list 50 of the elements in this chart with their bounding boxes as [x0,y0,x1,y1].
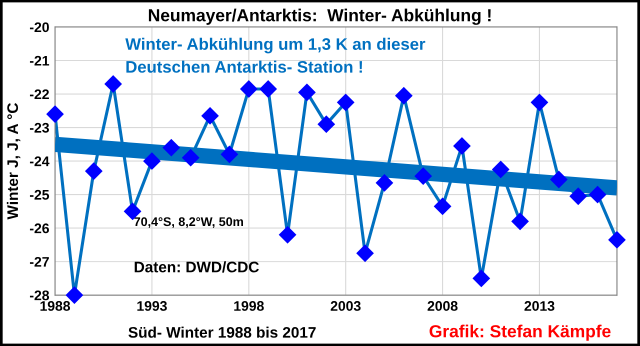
point [570,188,587,205]
x-tick-label: 2003 [330,301,361,311]
point [395,87,412,104]
y-axis-title: Winter J, J, A °C [6,103,20,220]
annotation: 70,4°S, 8,2°W, 50m [134,217,243,228]
y-tick-label: -21 [30,56,50,66]
point [492,160,510,178]
point [453,137,470,155]
point [279,226,296,244]
point [589,186,606,204]
x-axis-title: Süd- Winter 1988 bis 2017 [128,326,316,338]
point [298,84,316,101]
point [512,212,529,230]
point [434,198,452,215]
point [376,174,393,192]
y-tick-label: -27 [30,256,49,267]
point [46,106,64,123]
point [356,244,374,262]
annotation: Daten: DWD/CDC [134,261,259,273]
y-tick-label: -25 [30,190,50,200]
point [472,270,490,287]
point [240,80,258,98]
text: Grafik: Stefan Kämpfe [430,324,611,341]
x-tick-label: 2013 [524,301,554,311]
point [162,139,180,156]
y-tick-label: -24 [30,156,50,166]
point [337,94,354,111]
x-tick-label: 1993 [137,301,167,311]
point [260,80,277,98]
y-tick-label: -22 [30,89,49,100]
point [530,94,548,111]
point [414,168,432,185]
x-tick-label: 1998 [234,301,264,311]
point [550,170,568,188]
chart-title: Neumayer/Antarktis: Winter- Abkühlung ! [148,8,491,25]
point [182,149,200,166]
annotation: Winter- Abkühlung um 1,3 K an dieser Deutschen Antarktis- Station ! [125,38,426,73]
point [318,116,335,133]
y-tick-label: -23 [30,122,49,133]
point [220,146,238,163]
point [608,231,626,248]
point [143,152,160,170]
x-tick-label: 1988 [40,301,70,311]
x-tick-label: 2008 [428,301,458,311]
point [202,107,219,124]
y-tick-label: -26 [30,223,49,234]
y-tick-label: -20 [30,22,49,32]
point [104,75,122,93]
y-tick-label: -28 [30,290,50,300]
point [85,162,102,180]
